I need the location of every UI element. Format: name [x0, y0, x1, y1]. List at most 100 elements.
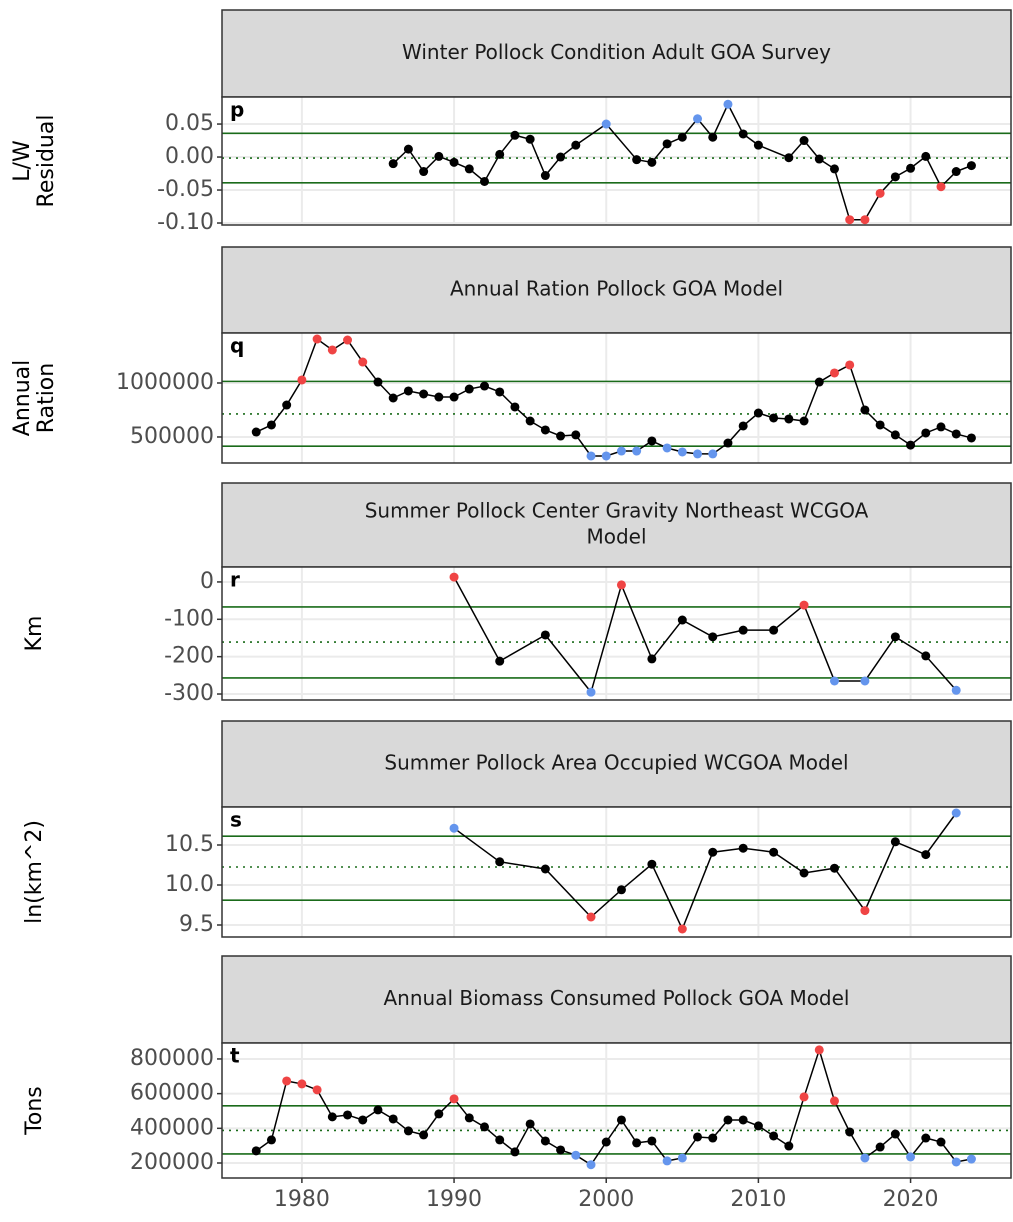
data-point [708, 632, 718, 642]
data-point [814, 377, 824, 387]
data-point [829, 676, 839, 686]
data-point [845, 1127, 855, 1137]
plot-border [221, 332, 1012, 464]
data-point [495, 149, 505, 159]
data-point [556, 431, 566, 441]
data-point [890, 632, 900, 642]
data-point [419, 389, 429, 399]
data-point [860, 215, 870, 225]
data-point [525, 1119, 535, 1129]
y-axis-title: Residual [34, 115, 59, 208]
data-point [373, 377, 383, 387]
data-point [616, 885, 626, 895]
data-point [708, 847, 718, 857]
data-point [327, 345, 337, 355]
data-point [434, 1109, 444, 1119]
data-point [616, 1115, 626, 1125]
data-point [662, 443, 672, 453]
data-point [266, 1135, 276, 1145]
data-point [449, 1094, 459, 1104]
data-point [677, 132, 687, 142]
data-point [464, 1113, 474, 1123]
series-line [453, 812, 957, 931]
data-point [723, 99, 733, 109]
data-point [388, 159, 398, 169]
data-point [312, 1085, 322, 1095]
data-point [403, 144, 413, 154]
data-point [677, 924, 687, 934]
data-point [784, 414, 794, 424]
data-point [860, 1153, 870, 1163]
data-point [921, 151, 931, 161]
data-point [860, 676, 870, 686]
data-point [951, 685, 961, 695]
data-point [738, 625, 748, 635]
data-point [525, 134, 535, 144]
data-point [799, 1092, 809, 1102]
data-point [693, 114, 703, 124]
data-point [860, 405, 870, 415]
data-point [495, 1135, 505, 1145]
y-axis-title: L/W [10, 140, 35, 182]
data-point [829, 1096, 839, 1106]
data-point [479, 176, 489, 186]
data-point [586, 912, 596, 922]
panel-tag: t [230, 1044, 240, 1068]
data-point [829, 863, 839, 873]
data-point [845, 360, 855, 370]
x-tick-label: 2010 [730, 1187, 786, 1212]
y-axis-title: Ration [34, 363, 59, 433]
panel-tag: s [230, 808, 242, 832]
data-point [388, 1114, 398, 1124]
data-point [586, 687, 596, 697]
data-point [936, 422, 946, 432]
data-point [738, 421, 748, 431]
data-point [951, 167, 961, 177]
panel-tag: p [230, 98, 244, 122]
data-point [647, 157, 657, 167]
data-point [814, 1045, 824, 1055]
y-tick-label: 0.00 [165, 144, 214, 169]
data-point [601, 119, 611, 129]
data-point [753, 408, 763, 418]
strip-background [221, 246, 1012, 334]
plot-border [221, 1042, 1012, 1179]
data-point [753, 140, 763, 150]
x-tick-label: 1980 [274, 1187, 330, 1212]
y-tick-label: 500000 [130, 424, 214, 449]
data-point [449, 157, 459, 167]
data-point [312, 334, 322, 344]
data-point [540, 630, 550, 640]
data-point [753, 1121, 763, 1131]
data-point [936, 182, 946, 192]
data-point [251, 1146, 261, 1156]
data-point [966, 161, 976, 171]
data-point [571, 1150, 581, 1160]
data-point [632, 155, 642, 165]
data-point [540, 864, 550, 874]
data-point [586, 451, 596, 461]
panel-tag: q [230, 334, 244, 358]
data-point [632, 1138, 642, 1148]
strip-background [221, 9, 1012, 98]
series-line [453, 576, 957, 694]
data-point [282, 400, 292, 410]
data-point [662, 139, 672, 149]
data-point [921, 651, 931, 661]
data-point [921, 1133, 931, 1143]
y-tick-label: 800000 [130, 1046, 214, 1071]
y-tick-label: -0.05 [157, 177, 214, 202]
data-point [358, 357, 368, 367]
data-point [769, 413, 779, 423]
data-point [403, 1126, 413, 1136]
data-point [616, 446, 626, 456]
data-point [510, 1147, 520, 1157]
data-point [343, 335, 353, 345]
data-point [708, 449, 718, 459]
data-point [571, 140, 581, 150]
data-point [297, 375, 307, 385]
data-point [632, 446, 642, 456]
data-point [738, 129, 748, 139]
data-point [479, 381, 489, 391]
data-point [358, 1115, 368, 1125]
